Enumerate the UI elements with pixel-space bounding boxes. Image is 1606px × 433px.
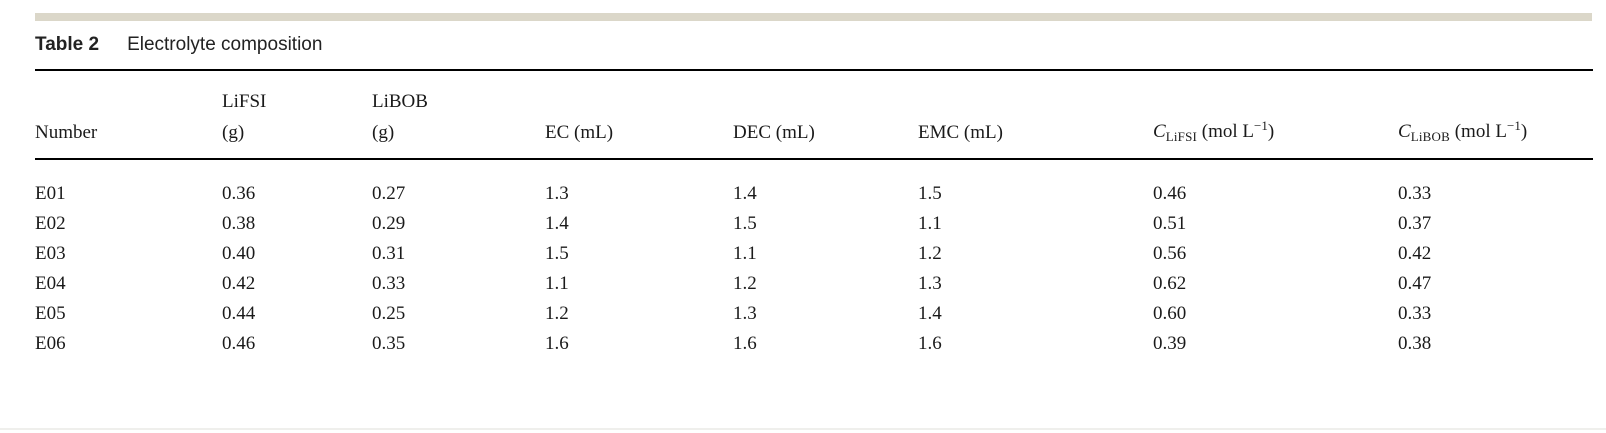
c-lifsi-unit-close: ) bbox=[1267, 121, 1275, 142]
cell-dec-ml: 1.1 bbox=[733, 243, 757, 264]
cell-ec-ml: 1.4 bbox=[545, 213, 569, 234]
cell-c-libob: 0.38 bbox=[1398, 333, 1432, 354]
cell-c-lifsi: 0.62 bbox=[1153, 273, 1187, 294]
cell-c-libob: 0.33 bbox=[1398, 303, 1432, 324]
cell-c-lifsi: 0.46 bbox=[1153, 183, 1187, 204]
cell-lifsi-g: 0.38 bbox=[222, 213, 256, 234]
table-row: E02 0.38 0.29 1.4 1.5 1.1 0.51 0.37 bbox=[35, 209, 1593, 239]
table-row: E05 0.44 0.25 1.2 1.3 1.4 0.60 0.33 bbox=[35, 299, 1593, 329]
cell-number: E01 bbox=[35, 183, 66, 204]
c-lifsi-subscript: LiFSI bbox=[1165, 129, 1198, 144]
cell-dec-ml: 1.4 bbox=[733, 183, 757, 204]
cell-lifsi-g: 0.40 bbox=[222, 243, 256, 264]
cell-number: E06 bbox=[35, 333, 66, 354]
cell-c-lifsi: 0.51 bbox=[1153, 213, 1187, 234]
column-header-c-lifsi: CLiFSI (mol L−1) bbox=[1153, 70, 1398, 160]
column-header-lifsi-g: LiFSI (g) bbox=[222, 70, 372, 160]
cell-ec-ml: 1.3 bbox=[545, 183, 569, 204]
cell-libob-g: 0.33 bbox=[372, 273, 406, 294]
cell-dec-ml: 1.3 bbox=[733, 303, 757, 324]
cell-number: E02 bbox=[35, 213, 66, 234]
column-header-emc: EMC (mL) bbox=[918, 70, 1153, 160]
cell-number: E04 bbox=[35, 273, 66, 294]
c-libob-subscript: LiBOB bbox=[1410, 129, 1450, 144]
cell-lifsi-g: 0.46 bbox=[222, 333, 256, 354]
cell-c-libob: 0.33 bbox=[1398, 183, 1432, 204]
column-header-ec: EC (mL) bbox=[545, 70, 733, 160]
cell-c-libob: 0.42 bbox=[1398, 243, 1432, 264]
c-lifsi-exponent: −1 bbox=[1254, 118, 1268, 133]
column-header-libob-g: LiBOB (g) bbox=[372, 70, 545, 160]
cell-emc-ml: 1.4 bbox=[918, 303, 942, 324]
table-body: E01 0.36 0.27 1.3 1.4 1.5 0.46 0.33 E02 … bbox=[35, 159, 1593, 359]
cell-number: E05 bbox=[35, 303, 66, 324]
cell-ec-ml: 1.6 bbox=[545, 333, 569, 354]
cell-libob-g: 0.35 bbox=[372, 333, 406, 354]
c-libob-symbol: C bbox=[1398, 121, 1411, 142]
cell-libob-g: 0.29 bbox=[372, 213, 406, 234]
cell-dec-ml: 1.6 bbox=[733, 333, 757, 354]
cell-lifsi-g: 0.44 bbox=[222, 303, 256, 324]
c-libob-unit-open: (mol L bbox=[1449, 121, 1507, 142]
cell-libob-g: 0.25 bbox=[372, 303, 406, 324]
cell-libob-g: 0.27 bbox=[372, 183, 406, 204]
c-libob-exponent: −1 bbox=[1506, 118, 1521, 133]
cell-c-lifsi: 0.39 bbox=[1153, 333, 1187, 354]
cell-c-libob: 0.47 bbox=[1398, 273, 1432, 294]
cell-ec-ml: 1.1 bbox=[545, 273, 569, 294]
header-row: Number LiFSI (g) LiBOB (g) EC (mL) DEC (… bbox=[35, 70, 1593, 160]
cell-emc-ml: 1.1 bbox=[918, 213, 942, 234]
table-row: E03 0.40 0.31 1.5 1.1 1.2 0.56 0.42 bbox=[35, 239, 1593, 269]
c-libob-unit-close: ) bbox=[1520, 121, 1528, 142]
table-caption: Table 2 Electrolyte composition bbox=[35, 33, 322, 57]
cell-ec-ml: 1.5 bbox=[545, 243, 569, 264]
c-lifsi-unit-open: (mol L bbox=[1197, 121, 1255, 142]
cell-emc-ml: 1.5 bbox=[918, 183, 942, 204]
c-lifsi-symbol: C bbox=[1153, 121, 1166, 142]
cell-emc-ml: 1.2 bbox=[918, 243, 942, 264]
cell-lifsi-g: 0.42 bbox=[222, 273, 256, 294]
cell-c-lifsi: 0.56 bbox=[1153, 243, 1187, 264]
table-row: E06 0.46 0.35 1.6 1.6 1.6 0.39 0.38 bbox=[35, 329, 1593, 359]
cell-number: E03 bbox=[35, 243, 66, 264]
table-caption-title: Electrolyte composition bbox=[127, 34, 323, 55]
cell-dec-ml: 1.5 bbox=[733, 213, 757, 234]
column-header-number: Number bbox=[35, 70, 222, 160]
table-row: E01 0.36 0.27 1.3 1.4 1.5 0.46 0.33 bbox=[35, 159, 1593, 209]
page-bottom-divider bbox=[0, 428, 1606, 430]
cell-lifsi-g: 0.36 bbox=[222, 183, 256, 204]
column-header-c-libob: CLiBOB (mol L−1) bbox=[1398, 70, 1593, 160]
electrolyte-composition-table: Number LiFSI (g) LiBOB (g) EC (mL) DEC (… bbox=[35, 69, 1593, 359]
cell-dec-ml: 1.2 bbox=[733, 273, 757, 294]
cell-c-libob: 0.37 bbox=[1398, 213, 1432, 234]
cell-libob-g: 0.31 bbox=[372, 243, 406, 264]
cell-ec-ml: 1.2 bbox=[545, 303, 569, 324]
cell-emc-ml: 1.3 bbox=[918, 273, 942, 294]
accent-bar bbox=[35, 13, 1592, 21]
table-row: E04 0.42 0.33 1.1 1.2 1.3 0.62 0.47 bbox=[35, 269, 1593, 299]
column-header-dec: DEC (mL) bbox=[733, 70, 918, 160]
cell-c-lifsi: 0.60 bbox=[1153, 303, 1187, 324]
table-caption-label: Table 2 bbox=[35, 34, 100, 55]
cell-emc-ml: 1.6 bbox=[918, 333, 942, 354]
table-header: Number LiFSI (g) LiBOB (g) EC (mL) DEC (… bbox=[35, 70, 1593, 160]
